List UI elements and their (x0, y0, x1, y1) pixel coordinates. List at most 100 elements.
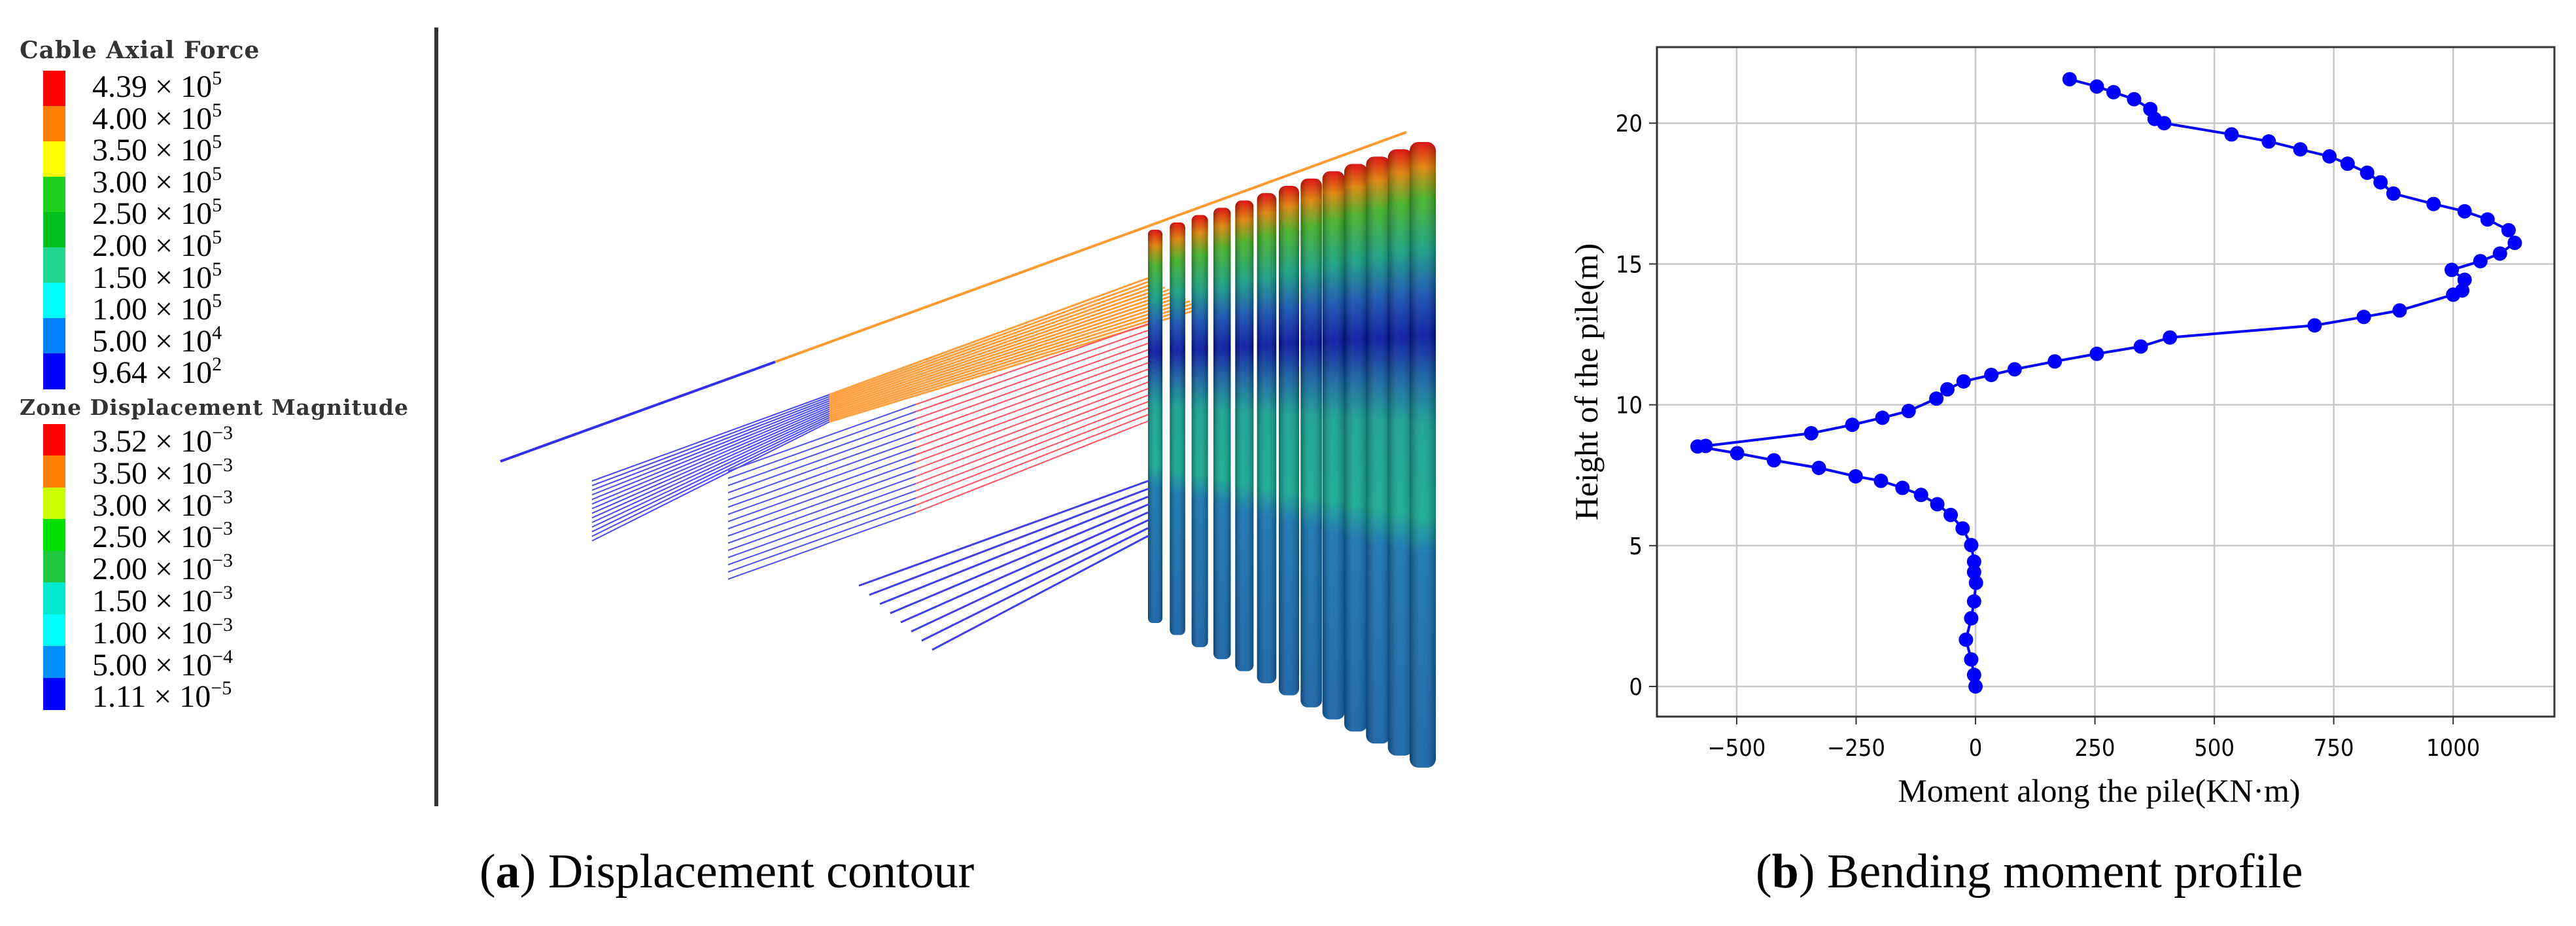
cable-line (931, 535, 1149, 651)
cable-line (591, 417, 830, 533)
cable-line (915, 394, 1149, 484)
data-point (2359, 165, 2375, 180)
legend-color-swatch (43, 353, 65, 389)
pile (1191, 215, 1208, 647)
cable-line (727, 418, 916, 486)
cable-line (727, 490, 916, 558)
cable-line (829, 302, 1194, 419)
data-point (2507, 236, 2522, 251)
data-point (2047, 354, 2063, 369)
x-tick-label: 250 (2075, 735, 2115, 762)
data-point (1901, 404, 1916, 419)
data-point (1766, 453, 1781, 468)
cable-line (915, 407, 1149, 499)
pile (1322, 171, 1345, 720)
legend-color-swatch (43, 212, 65, 248)
legend-color-swatch (43, 646, 65, 679)
plot-frame (1656, 46, 2556, 718)
cable-line (591, 412, 830, 524)
legend-label: 1.50 × 105 (92, 258, 222, 295)
data-point (1690, 439, 1705, 454)
data-point (2322, 149, 2337, 164)
cable-line (915, 382, 1149, 470)
cable-line (591, 406, 830, 510)
cable-line (591, 396, 830, 486)
pile (1410, 142, 1436, 768)
legend-color-swatch (43, 71, 65, 107)
data-point (2293, 142, 2308, 157)
cable-line (591, 398, 830, 491)
cable-line (829, 277, 1149, 396)
legend-label: 4.39 × 105 (92, 67, 222, 104)
cable-line (829, 293, 1178, 410)
cable-line (591, 402, 830, 501)
cable-line (829, 284, 1161, 402)
cable-line (829, 295, 1182, 413)
data-point (2133, 339, 2148, 354)
data-point (1964, 537, 1979, 552)
data-point (2163, 330, 2178, 345)
x-tick-label: −250 (1827, 735, 1885, 762)
x-tick-label: 1000 (2426, 735, 2480, 762)
legend-color-swatch (43, 487, 65, 520)
data-point (2426, 196, 2441, 211)
cable-line (915, 342, 1149, 427)
data-point (2457, 272, 2472, 287)
data-point (1845, 418, 1860, 433)
data-point (2007, 362, 2022, 377)
data-point (1968, 679, 1983, 694)
cable-line (727, 505, 916, 573)
pile (1387, 149, 1414, 756)
cable-line (915, 336, 1149, 419)
cable-line (915, 362, 1149, 448)
legend-color-swatch (43, 550, 65, 584)
data-point (1943, 507, 1958, 522)
data-point (1803, 426, 1819, 441)
data-point (2501, 223, 2516, 238)
cable-line (591, 421, 830, 542)
legend-color-swatch (43, 177, 65, 213)
cable-line (727, 483, 916, 551)
legend-label: 1.00 × 10−3 (92, 613, 233, 650)
displacement-contour-render (500, 131, 1436, 768)
x-tick-label: 0 (1969, 735, 1983, 762)
legend-label: 1.50 × 10−3 (92, 582, 233, 618)
caption-a-letter: a (495, 845, 520, 899)
y-axis-label: Height of the pile(m) (1568, 243, 1605, 521)
data-point (2392, 303, 2407, 318)
legend-label: 3.50 × 105 (92, 131, 222, 168)
cable-line (829, 304, 1199, 421)
legend-color-swatch (43, 247, 65, 283)
x-tick-label: −500 (1707, 735, 1766, 762)
caption-b-text: Bending moment profile (1826, 845, 2303, 899)
cable-line (879, 495, 1149, 605)
data-point (2356, 310, 2371, 325)
cable-line (915, 323, 1149, 405)
data-point (1913, 488, 1928, 503)
legend-color-swatch (43, 677, 65, 710)
series-line (1697, 78, 2516, 687)
cable-line (727, 411, 916, 479)
legend-label: 5.00 × 104 (92, 321, 222, 359)
data-point (1966, 565, 1981, 580)
x-axis-label: Moment along the pile(KN·m) (1898, 772, 2300, 809)
legend-label: 2.50 × 10−3 (92, 518, 233, 555)
legend-label: 2.00 × 105 (92, 226, 222, 263)
cable-line (591, 415, 830, 528)
cable-line (915, 375, 1149, 463)
legend-color-swatch (43, 106, 65, 142)
data-point (1984, 367, 1999, 382)
legend-label: 4.00 × 105 (92, 99, 222, 136)
panel-divider (434, 27, 438, 806)
data-point (1811, 460, 1826, 475)
cable-line (591, 408, 830, 514)
data-point (1968, 575, 1983, 590)
legend-label: 3.50 × 10−3 (92, 454, 233, 491)
caption-a-text: Displacement contour (548, 845, 975, 899)
data-point (1955, 521, 1970, 536)
bending-moment-chart: −500 −250 0 250 500 750 1000 0 5 10 15 20 Moment al… (1568, 46, 2556, 809)
pile (1344, 164, 1368, 732)
cable-line (829, 300, 1191, 417)
data-point (1964, 652, 1979, 667)
legend-label: 3.52 × 10−3 (92, 422, 233, 459)
